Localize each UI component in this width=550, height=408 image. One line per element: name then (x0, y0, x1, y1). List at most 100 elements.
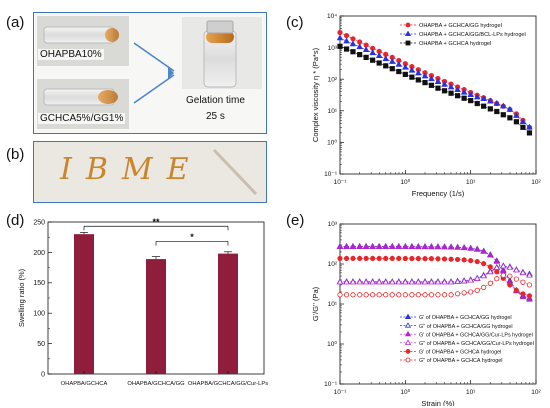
tube-2-label: GCHCA5%/GG1% (38, 113, 126, 124)
x-tick-label: 10² (531, 389, 541, 396)
series-5 (337, 272, 533, 298)
data-point (480, 272, 487, 279)
data-point (382, 278, 390, 285)
data-point (500, 102, 507, 109)
y-tick-label: 200 (33, 250, 45, 257)
data-point (448, 292, 454, 298)
data-point (513, 276, 519, 282)
data-point (409, 255, 415, 262)
data-point (337, 43, 343, 49)
legend-marker (405, 22, 411, 28)
data-point (507, 273, 513, 279)
data-point (435, 292, 441, 298)
writing-photo (34, 142, 266, 202)
writing-photo-panel: IBME (33, 141, 267, 203)
data-point (481, 284, 487, 291)
data-point (396, 68, 402, 75)
legend-label: G'' of OHAPBA + GCHCA/GG/Cur-LPs hydroge… (419, 341, 534, 347)
data-point (336, 278, 344, 285)
data-point (343, 37, 350, 44)
legend-label: OHAPBA + GCHCA/GG/BCL-LPs hydrogel (419, 32, 526, 38)
data-point (343, 243, 350, 249)
data-point (370, 57, 376, 63)
data-point (494, 276, 500, 282)
data-point (357, 292, 363, 298)
data-point (480, 95, 487, 101)
data-point (402, 255, 408, 262)
data-point (409, 74, 415, 80)
data-point (487, 264, 493, 270)
data-point (474, 100, 480, 107)
data-point (447, 83, 455, 90)
data-point (500, 112, 506, 118)
data-point (408, 243, 416, 250)
data-point (480, 247, 487, 254)
data-point (375, 52, 383, 59)
data-point (526, 130, 533, 136)
data-point (507, 282, 513, 288)
legend-marker (404, 313, 412, 319)
data-point (376, 60, 382, 66)
data-point (441, 278, 448, 285)
x-tick-label: 10⁰ (400, 388, 410, 396)
syringe-needle (212, 148, 258, 196)
data-point (363, 292, 369, 298)
data-point (461, 257, 467, 263)
data-point (454, 86, 461, 93)
data-point (487, 268, 494, 275)
x-tick-label: OHAPBA/GCHCA/GG (127, 381, 185, 387)
data-point (343, 278, 350, 285)
data-point (422, 256, 428, 262)
gelation-time-label: Gelation time (186, 95, 245, 106)
data-point (434, 243, 442, 250)
data-point (415, 278, 422, 285)
series-2 (337, 43, 533, 136)
data-point (369, 278, 376, 285)
data-point (376, 255, 382, 262)
data-point (383, 63, 389, 69)
data-point (487, 251, 494, 258)
data-point (421, 278, 429, 285)
data-point (468, 289, 474, 295)
data-point (402, 63, 409, 70)
y-tick-label: 10³ (328, 221, 338, 228)
y-tick-label: 0 (41, 371, 45, 378)
data-point (467, 244, 474, 251)
data-point (526, 271, 533, 278)
tube-1 (43, 26, 115, 44)
arrow-1 (133, 42, 175, 72)
data-point (336, 243, 344, 249)
data-point (415, 69, 422, 76)
y-tick-label: 10⁴ (327, 13, 337, 20)
data-point (363, 255, 369, 262)
data-point (349, 278, 357, 285)
data-point (396, 255, 402, 262)
data-point (382, 55, 390, 62)
data-point (409, 292, 415, 298)
legend-marker (404, 322, 412, 328)
data-point (395, 60, 403, 67)
data-point (500, 272, 506, 278)
arrow-head (168, 67, 174, 79)
data-point (434, 78, 442, 84)
data-point (435, 85, 441, 91)
data-point (383, 292, 389, 298)
plot-frame (339, 15, 537, 175)
x-tick-label: 10¹ (466, 179, 476, 186)
data-point (519, 293, 527, 300)
data-point (370, 292, 376, 298)
data-point (357, 255, 363, 262)
legend-label: G'' of OHAPBA + GCHCA/GG hydrogel (419, 324, 513, 330)
data-point (375, 243, 383, 249)
data-point (402, 278, 409, 285)
x-tick-label: 10⁻¹ (334, 179, 348, 186)
series-line (339, 46, 530, 134)
data-point (441, 243, 448, 250)
data-point (408, 66, 416, 73)
data-point (343, 255, 350, 262)
data-point (422, 292, 428, 298)
data-point (337, 292, 343, 298)
y-axis-label: Swelling ratio (%) (17, 268, 26, 327)
data-point (461, 290, 467, 296)
data-point (487, 106, 493, 112)
